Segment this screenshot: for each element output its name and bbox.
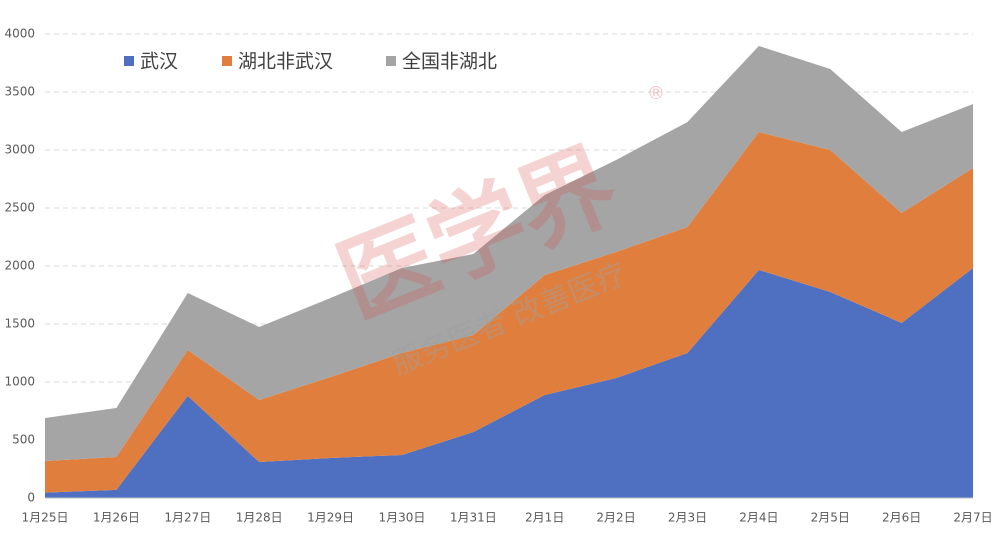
- watermark: ®: [647, 83, 665, 104]
- area: [45, 45, 973, 461]
- legend-label: 全国非湖北: [402, 51, 497, 73]
- legend-swatch: [386, 56, 396, 66]
- y-tick-label: 0: [27, 491, 35, 505]
- x-tick-label: 2月1日: [525, 511, 564, 525]
- legend-swatch: [222, 56, 232, 66]
- legend-swatch: [124, 56, 134, 66]
- area: [45, 267, 973, 498]
- x-tick-label: 1月31日: [450, 511, 497, 525]
- x-tick-label: 2月4日: [739, 511, 778, 525]
- x-tick-label: 2月2日: [596, 511, 635, 525]
- x-tick-label: 1月26日: [93, 511, 140, 525]
- y-tick-label: 2000: [4, 259, 35, 273]
- y-tick-label: 3000: [4, 143, 35, 157]
- y-tick-label: 2500: [4, 201, 35, 215]
- legend-label: 湖北非武汉: [238, 51, 333, 73]
- x-tick-label: 2月3日: [668, 511, 707, 525]
- y-tick-label: 3500: [4, 85, 35, 99]
- x-tick-label: 1月30日: [378, 511, 425, 525]
- y-tick-label: 4000: [4, 27, 35, 41]
- y-tick-label: 500: [12, 433, 35, 447]
- x-tick-label: 1月25日: [22, 511, 69, 525]
- area: [45, 132, 973, 493]
- x-tick-label: 1月28日: [236, 511, 283, 525]
- x-tick-label: 1月27日: [164, 511, 211, 525]
- y-tick-label: 1000: [4, 375, 35, 389]
- x-tick-label: 2月7日: [953, 511, 992, 525]
- x-tick-label: 2月6日: [882, 511, 921, 525]
- x-tick-label: 1月29日: [307, 511, 354, 525]
- y-tick-label: 1500: [4, 317, 35, 331]
- x-tick-label: 2月5日: [811, 511, 850, 525]
- legend-label: 武汉: [140, 51, 178, 73]
